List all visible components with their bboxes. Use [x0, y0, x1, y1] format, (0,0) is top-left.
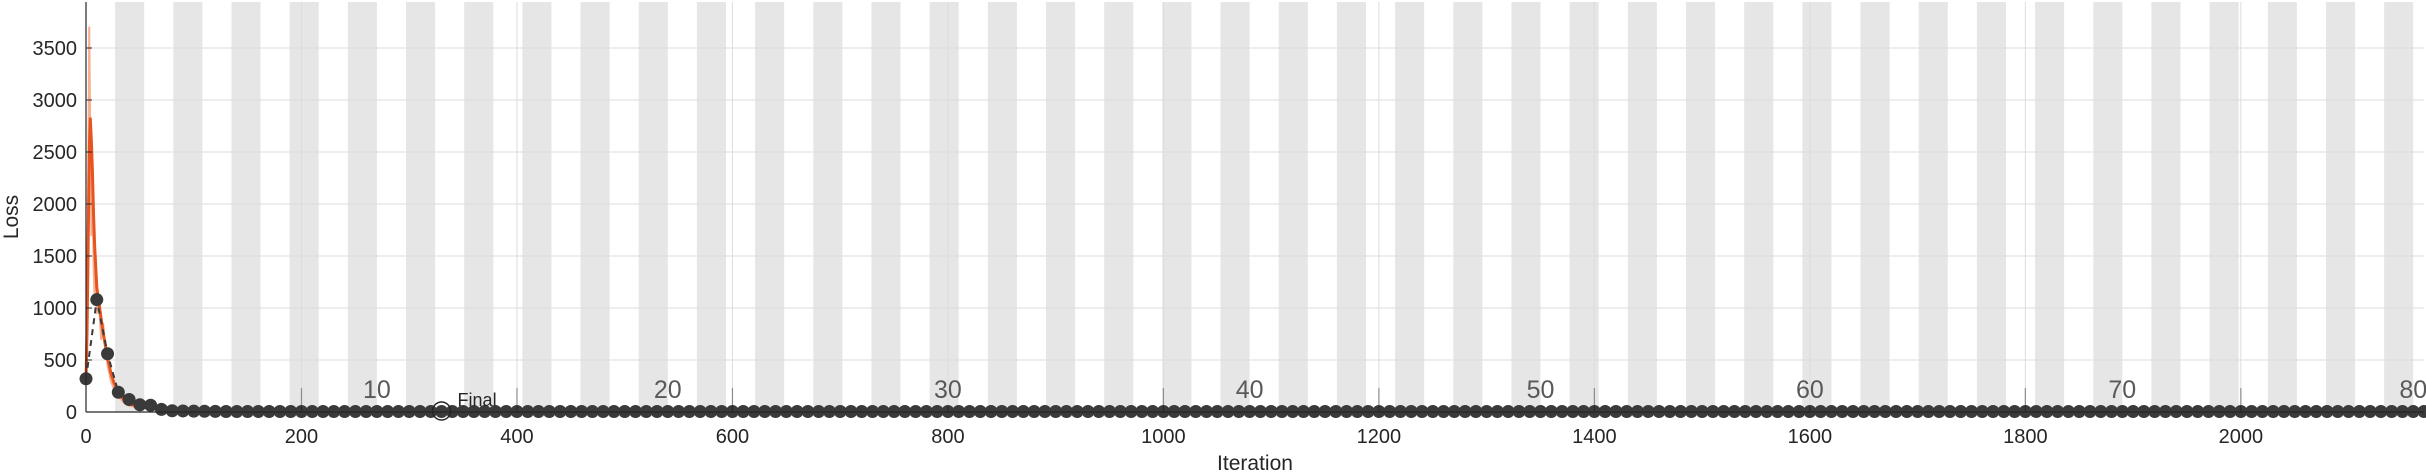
x-tick-label: 1600 — [1788, 426, 1833, 448]
epoch-band — [1336, 2, 1366, 412]
training-loss-smoothed-line — [84, 117, 2424, 414]
x-tick-label: 600 — [716, 426, 749, 448]
epoch-band — [289, 2, 319, 412]
epoch-band — [347, 2, 377, 412]
epoch-band — [755, 2, 785, 412]
training-loss-raw-line — [85, 26, 2424, 413]
validation-loss-point — [144, 398, 158, 412]
epoch-label: 20 — [654, 376, 682, 404]
epoch-band — [2325, 2, 2356, 412]
y-tick-label: 1000 — [33, 298, 78, 320]
x-tick-label: 1000 — [1141, 426, 1186, 448]
epoch-label: 60 — [1796, 376, 1824, 404]
x-tick-label: 800 — [931, 426, 964, 448]
y-axis-ticks: 0 500 1000 1500 2000 2500 3000 3500 — [33, 38, 92, 424]
epoch-band — [1569, 2, 1599, 412]
grid-lines — [85, 2, 2424, 413]
x-tick-label: 1200 — [1357, 426, 1402, 448]
validation-loss-point — [133, 398, 147, 412]
x-tick-label: 0 — [80, 426, 91, 448]
final-label: Final — [458, 390, 497, 410]
epoch-label: 70 — [2108, 376, 2136, 404]
epoch-band — [173, 2, 203, 412]
epoch-band — [1511, 2, 1541, 412]
validation-loss-point — [111, 385, 125, 399]
epoch-band — [1395, 2, 1425, 412]
epoch-band — [2093, 2, 2123, 412]
epoch-band — [1685, 2, 1716, 412]
epoch-band — [2151, 2, 2181, 412]
epoch-band — [1453, 2, 1483, 412]
epoch-band — [522, 2, 552, 412]
epoch-band — [1162, 2, 1192, 412]
epoch-band — [2035, 2, 2065, 412]
epoch-label: 40 — [1236, 376, 1264, 404]
final-marker — [431, 401, 452, 421]
epoch-label: 10 — [363, 376, 391, 404]
x-tick-label: 200 — [285, 426, 318, 448]
y-axis-label: Loss — [0, 195, 23, 239]
epoch-band — [1744, 2, 1774, 412]
epoch-band — [231, 2, 261, 412]
epoch-band — [871, 2, 901, 412]
epoch-band — [1802, 2, 1832, 412]
epoch-band — [115, 2, 145, 412]
validation-loss-point — [208, 404, 222, 418]
epoch-band — [929, 2, 959, 412]
epoch-band — [1220, 2, 1250, 412]
y-tick-label: 3500 — [33, 38, 78, 60]
y-tick-label: 0 — [66, 402, 77, 424]
validation-loss-point — [187, 404, 201, 418]
validation-loss-point — [154, 402, 168, 416]
y-tick-label: 2500 — [33, 142, 78, 164]
epoch-band — [1278, 2, 1308, 412]
epoch-band — [1627, 2, 1657, 412]
x-tick-label: 1400 — [1572, 426, 1617, 448]
epoch-bands — [115, 2, 2414, 412]
y-tick-label: 3000 — [33, 90, 78, 112]
epoch-band — [1976, 2, 2006, 412]
x-tick-label: 400 — [500, 426, 533, 448]
axes — [85, 2, 2424, 413]
epoch-band — [638, 2, 668, 412]
x-tick-label: 1800 — [2003, 426, 2048, 448]
epoch-label: 30 — [934, 376, 962, 404]
epoch-band — [987, 2, 1017, 412]
validation-loss-point — [176, 404, 190, 418]
x-tick-label: 2000 — [2219, 426, 2264, 448]
epoch-band — [464, 2, 494, 412]
y-tick-label: 2000 — [33, 194, 78, 216]
validation-loss-point — [122, 393, 136, 407]
y-tick-label: 500 — [44, 350, 77, 372]
epoch-band — [580, 2, 610, 412]
epoch-band — [2209, 2, 2239, 412]
epoch-band — [2384, 2, 2414, 412]
epoch-band — [813, 2, 843, 412]
epoch-label: 80 — [2399, 376, 2426, 404]
validation-loss-point — [198, 404, 212, 418]
validation-loss-point — [165, 404, 179, 418]
epoch-band — [1860, 2, 1890, 412]
validation-loss-point — [90, 293, 104, 307]
epoch-band — [2267, 2, 2297, 412]
x-axis-ticks: 0 200 400 600 800 1000 1200 1400 1600 1800 2000 — [80, 406, 2263, 448]
y-tick-label: 1500 — [33, 246, 78, 268]
x-axis-label: Iteration — [1217, 452, 1293, 474]
epoch-label: 50 — [1527, 376, 1555, 404]
validation-loss-point — [101, 347, 115, 361]
epoch-band — [1918, 2, 1948, 412]
epoch-band — [696, 2, 726, 412]
epoch-band — [1104, 2, 1134, 412]
epoch-band — [405, 2, 436, 412]
final-annotation: Final — [431, 390, 497, 421]
epoch-band — [1045, 2, 1076, 412]
